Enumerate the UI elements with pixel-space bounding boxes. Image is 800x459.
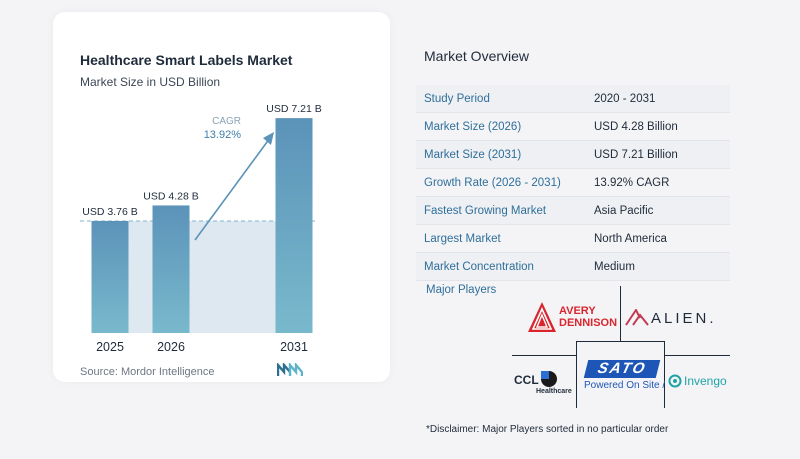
chart-title: Healthcare Smart Labels Market (80, 52, 293, 68)
sato-tagline: Powered On Site / (584, 380, 666, 391)
overview-row: Market Size (2026) USD 4.28 Billion (416, 112, 730, 141)
overview-key: Market Concentration (416, 252, 594, 281)
disclaimer: *Disclaimer: Major Players sorted in no … (426, 424, 669, 435)
invengo-wordmark: Invengo (684, 374, 727, 388)
logo-grid-divider (664, 355, 730, 356)
overview-row: Growth Rate (2026 - 2031) 13.92% CAGR (416, 168, 730, 197)
bar-value-label: USD 7.21 B (266, 103, 321, 115)
chart-subtitle: Market Size in USD Billion (80, 75, 221, 89)
avery-line1: AVERY (559, 305, 596, 317)
logo-grid-divider (512, 355, 576, 356)
overview-key: Growth Rate (2026 - 2031) (416, 168, 594, 197)
overview-value: Medium (594, 252, 730, 281)
overview-row: Market Concentration Medium (416, 252, 730, 281)
market-overview-table: Study Period 2020 - 2031 Market Size (20… (416, 85, 730, 281)
bar (275, 118, 313, 333)
market-overview-title: Market Overview (424, 48, 530, 64)
alien-mark-icon (625, 309, 649, 326)
invengo-mark-icon (668, 374, 682, 388)
sato-wordmark: SATO (583, 360, 661, 378)
bar-value-label: USD 4.28 B (143, 190, 198, 202)
overview-value: Asia Pacific (594, 196, 730, 225)
logo-grid-divider (576, 341, 665, 342)
bar (91, 220, 129, 333)
avery-dennison-mark-icon (528, 302, 556, 332)
logo-grid-divider (576, 341, 577, 408)
ccl-subline: Healthcare (536, 388, 572, 395)
major-players-label: Major Players (426, 284, 497, 296)
overview-row: Study Period 2020 - 2031 (416, 85, 730, 113)
alien-wordmark: ALIEN. (651, 310, 717, 327)
x-tick-label: 2031 (280, 340, 308, 354)
overview-key: Largest Market (416, 224, 594, 253)
overview-key: Study Period (416, 85, 594, 113)
overview-row: Market Size (2031) USD 7.21 Billion (416, 140, 730, 169)
cagr-arrowhead (263, 132, 274, 145)
cagr-value: 13.92% (204, 129, 242, 141)
overview-value: USD 7.21 Billion (594, 140, 730, 169)
cagr-arrow (194, 137, 271, 241)
cagr-label: CAGR (212, 116, 241, 127)
logo-grid-divider (664, 341, 665, 408)
bar (152, 205, 190, 333)
ccl-mark-icon (541, 371, 557, 387)
overview-value: 2020 - 2031 (594, 85, 730, 113)
overview-value: 13.92% CAGR (594, 168, 730, 197)
bar-chart: USD 3.76 B USD 4.28 B USD 7.21 B 2025 2026 20… (80, 103, 322, 354)
overview-key: Market Size (2026) (416, 112, 594, 141)
x-tick-label: 2026 (157, 340, 185, 354)
overview-row: Largest Market North America (416, 224, 730, 253)
ccl-wordmark: CCL (514, 373, 539, 387)
avery-line2: DENNISON (559, 317, 618, 329)
logo-grid-divider (620, 286, 621, 342)
source-note: Source: Mordor Intelligence (80, 366, 215, 378)
overview-key: Fastest Growing Market (416, 196, 594, 225)
overview-row: Fastest Growing Market Asia Pacific (416, 196, 730, 225)
overview-value: North America (594, 224, 730, 253)
overview-value: USD 4.28 Billion (594, 112, 730, 141)
mordor-intelligence-logo (277, 363, 303, 376)
x-tick-label: 2025 (96, 340, 124, 354)
bar-value-label: USD 3.76 B (82, 206, 137, 218)
overview-key: Market Size (2031) (416, 140, 594, 169)
